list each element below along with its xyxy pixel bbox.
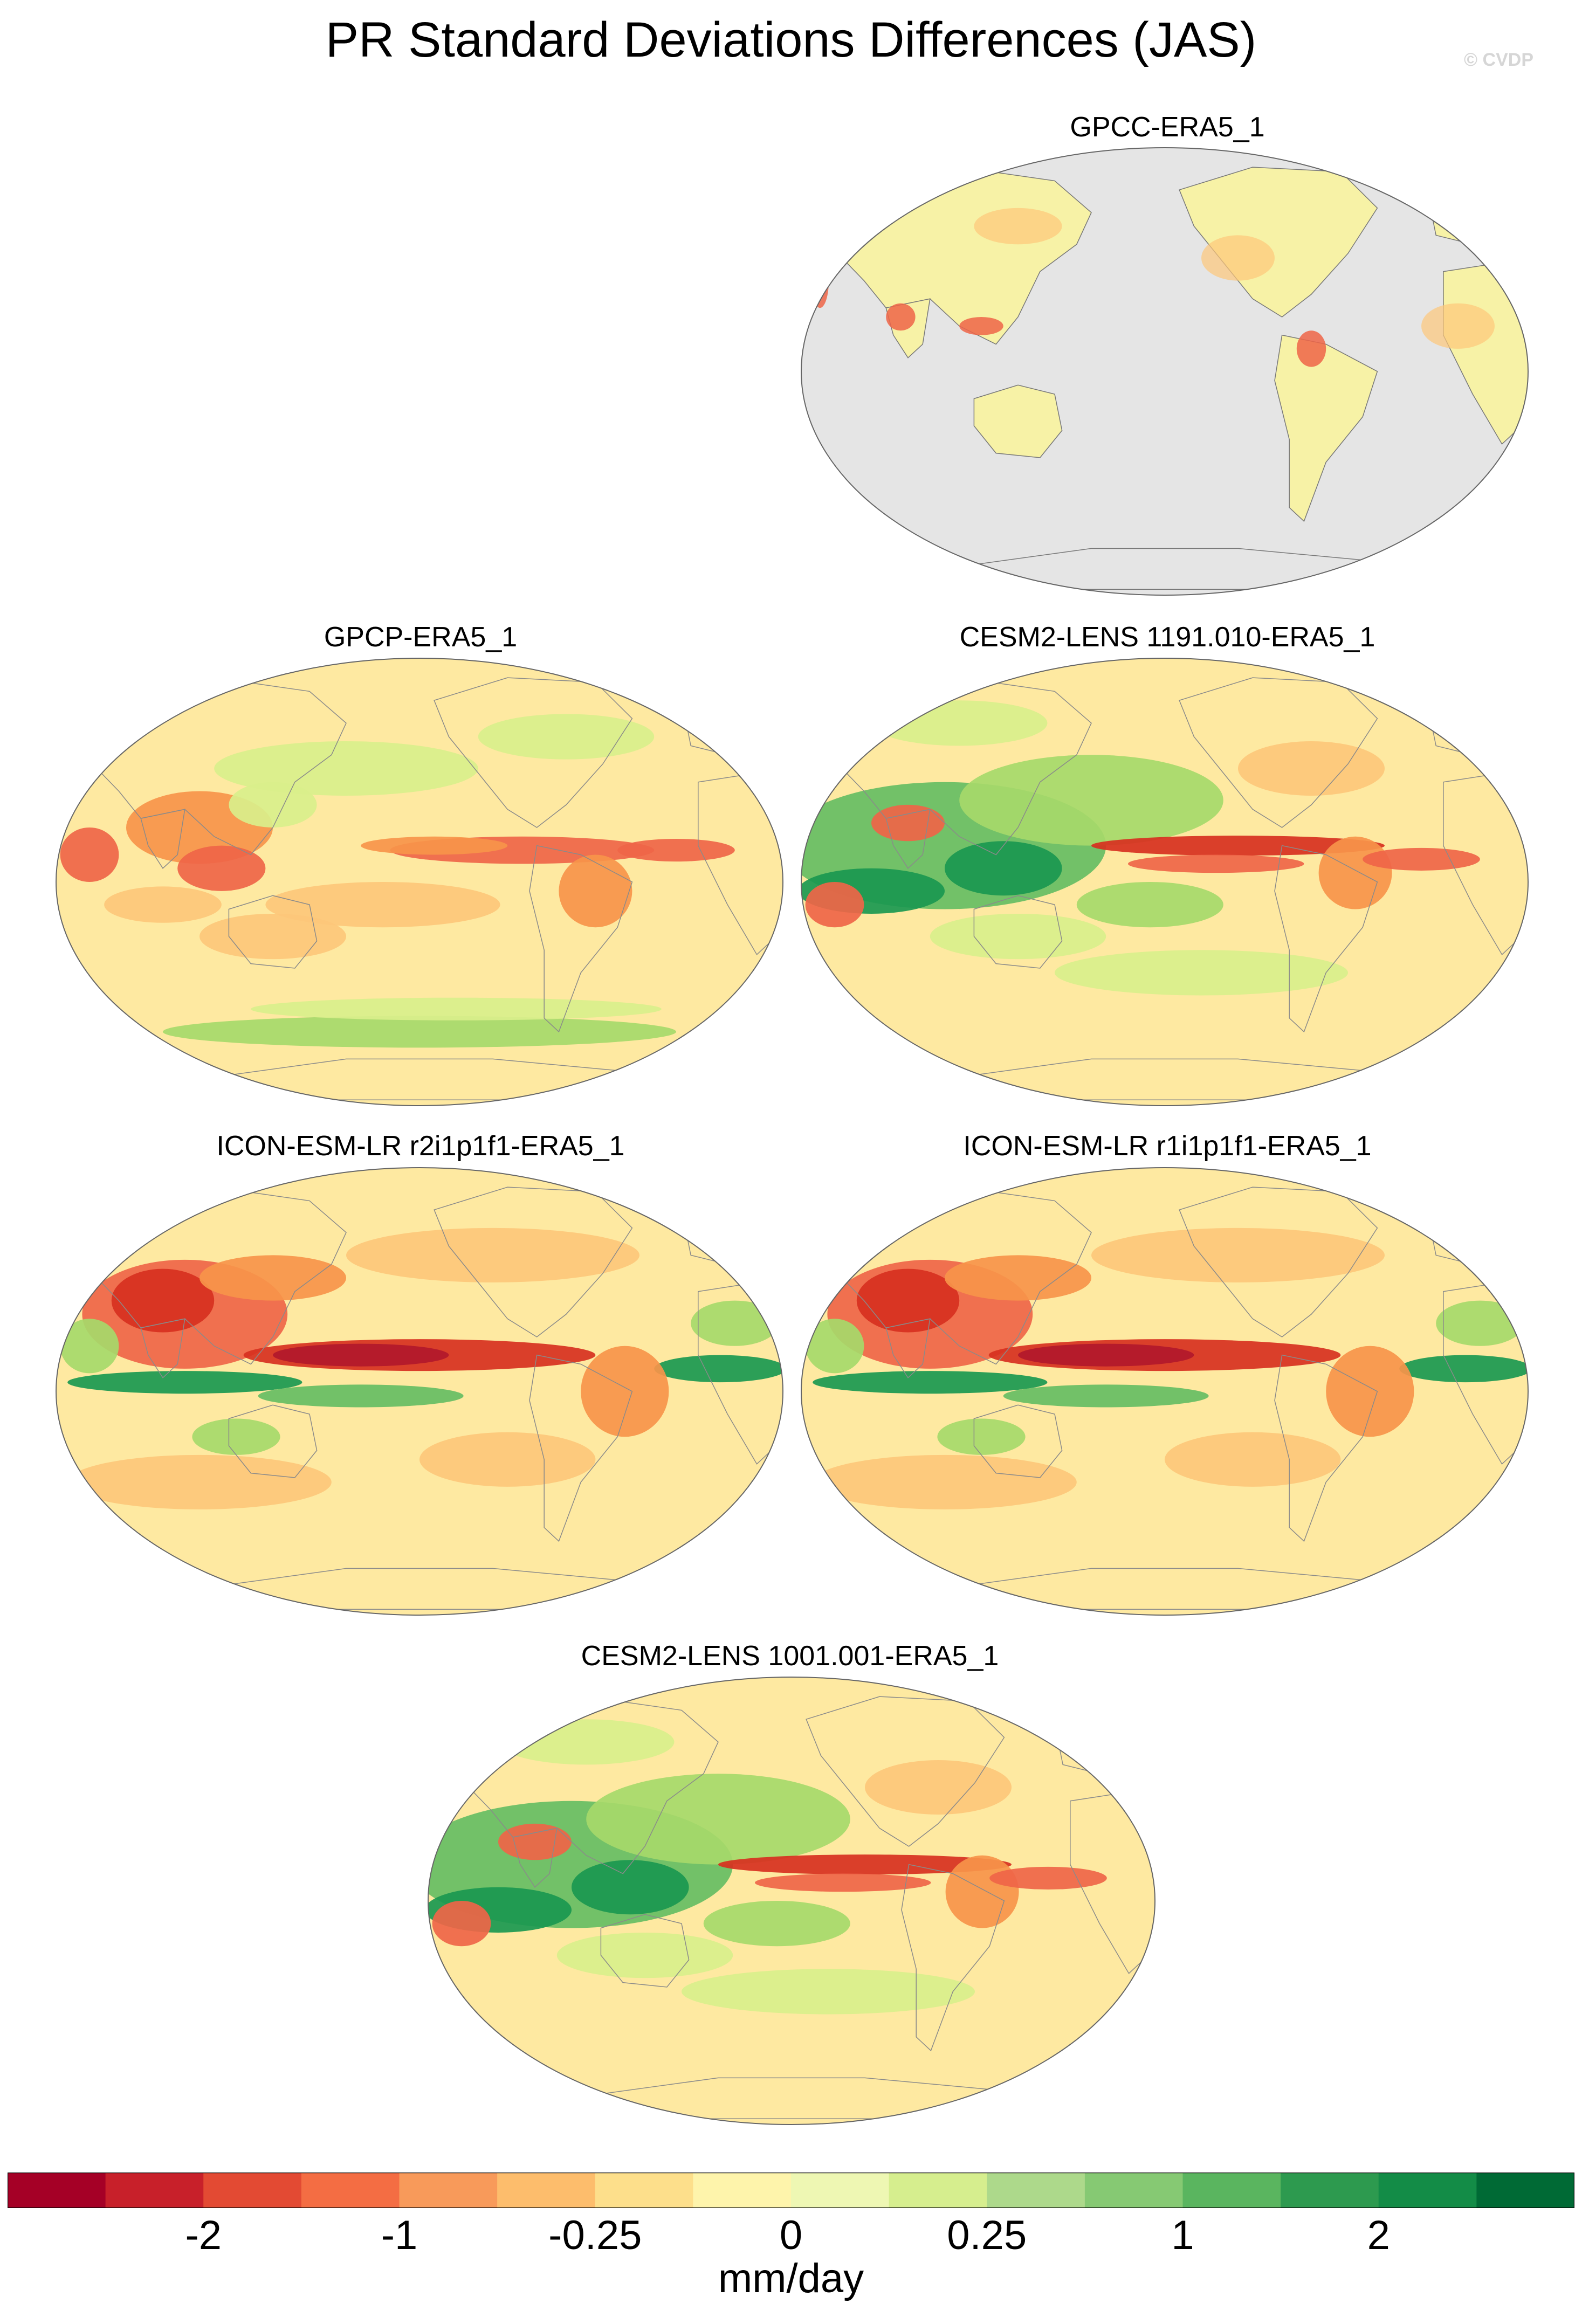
colorbar-swatch: [595, 2173, 693, 2208]
map-boundary: [801, 1167, 1529, 1616]
map-boundary: [56, 1167, 783, 1616]
coastline-green: [1010, 1682, 1071, 1720]
colorbar-swatch: [1378, 2173, 1477, 2208]
panel-title-icon1: ICON-ESM-LR r1i1p1f1-ERA5_1: [963, 1130, 1372, 1162]
colorbar-tick-label: -1: [381, 2212, 418, 2258]
map-panel-icon2: [56, 1167, 783, 1616]
coastline-green: [638, 1173, 699, 1211]
panel-title-gpcp: GPCP-ERA5_1: [324, 622, 518, 653]
coastline-aus: [600, 1914, 690, 1988]
colorbar-swatch: [889, 2173, 987, 2208]
coastline-green: [1384, 1173, 1444, 1211]
map-panel-gpcc: [801, 147, 1529, 596]
coastline-samer: [1274, 1354, 1378, 1542]
coastline-india: [140, 809, 185, 869]
map-panel-icon1: [801, 1167, 1529, 1616]
panel-title-cesm1001: CESM2-LENS 1001.001-ERA5_1: [581, 1640, 999, 1672]
map-boundary: [801, 658, 1529, 1106]
land-samer: [1274, 334, 1378, 522]
colorbar-swatch: [791, 2173, 890, 2208]
panel-title-gpcc: GPCC-ERA5_1: [1070, 112, 1265, 143]
colorbar-swatch: [987, 2173, 1085, 2208]
colorbar-tick-label: -0.25: [548, 2212, 642, 2258]
coastline-namer: [806, 1696, 1005, 1847]
map-panel-gpcp: [56, 658, 783, 1106]
coastline-india: [140, 1318, 185, 1378]
land-europe: [1428, 189, 1518, 245]
colorbar-swatch: [1084, 2173, 1183, 2208]
colorbar-swatch: [301, 2173, 400, 2208]
colorbar-swatch: [399, 2173, 498, 2208]
colorbar-swatch: [497, 2173, 596, 2208]
map-boundary: [801, 147, 1529, 596]
figure-title: PR Standard Deviations Differences (JAS): [325, 12, 1257, 67]
coastline-aus: [973, 895, 1063, 969]
coastline-samer: [529, 845, 633, 1033]
colorbar-tick-label: -2: [185, 2212, 222, 2258]
panel-title-cesm1191: CESM2-LENS 1191.010-ERA5_1: [959, 622, 1375, 653]
coastline-india: [512, 1828, 558, 1888]
colorbar-tick-label: 0: [779, 2212, 803, 2258]
coastline-aus: [228, 1404, 318, 1478]
colorbar-swatch: [1281, 2173, 1379, 2208]
coastline-namer: [434, 677, 633, 828]
map-panel-cesm1001: [428, 1677, 1155, 2125]
colorbar-tick-label: 2: [1367, 2212, 1390, 2258]
coastline-green: [1384, 663, 1444, 701]
panel-title-icon2: ICON-ESM-LR r2i1p1f1-ERA5_1: [216, 1130, 625, 1162]
coastline-samer: [1274, 845, 1378, 1033]
map-boundary: [56, 658, 783, 1106]
colorbar-tick-label: 1: [1171, 2212, 1194, 2258]
colorbar-swatch: [203, 2173, 302, 2208]
land-green: [1384, 153, 1444, 191]
colorbar-swatch: [1182, 2173, 1281, 2208]
map-boundary: [428, 1677, 1155, 2125]
colorbar-units: mm/day: [718, 2256, 864, 2301]
coastline-samer: [529, 1354, 633, 1542]
coastline-samer: [901, 1864, 1005, 2052]
land-aus: [973, 384, 1063, 458]
coastline-namer: [1179, 1187, 1378, 1337]
coastline-india: [885, 1318, 931, 1378]
colorbar-swatch: [1476, 2173, 1574, 2208]
colorbar-swatch: [105, 2173, 204, 2208]
colorbar-tick-label: 0.25: [947, 2212, 1027, 2258]
coastline-aus: [973, 1404, 1063, 1478]
cvdp-watermark: © CVDP: [1464, 50, 1533, 70]
coastline-namer: [434, 1187, 633, 1337]
colorbar: [8, 2173, 1574, 2208]
colorbar-swatch: [8, 2173, 106, 2208]
coastline-aus: [228, 895, 318, 969]
colorbar-swatch: [693, 2173, 792, 2208]
coastline-india: [885, 809, 931, 869]
coastline-green: [638, 663, 699, 701]
coastline-namer: [1179, 677, 1378, 828]
map-panel-cesm1191: [801, 658, 1529, 1106]
